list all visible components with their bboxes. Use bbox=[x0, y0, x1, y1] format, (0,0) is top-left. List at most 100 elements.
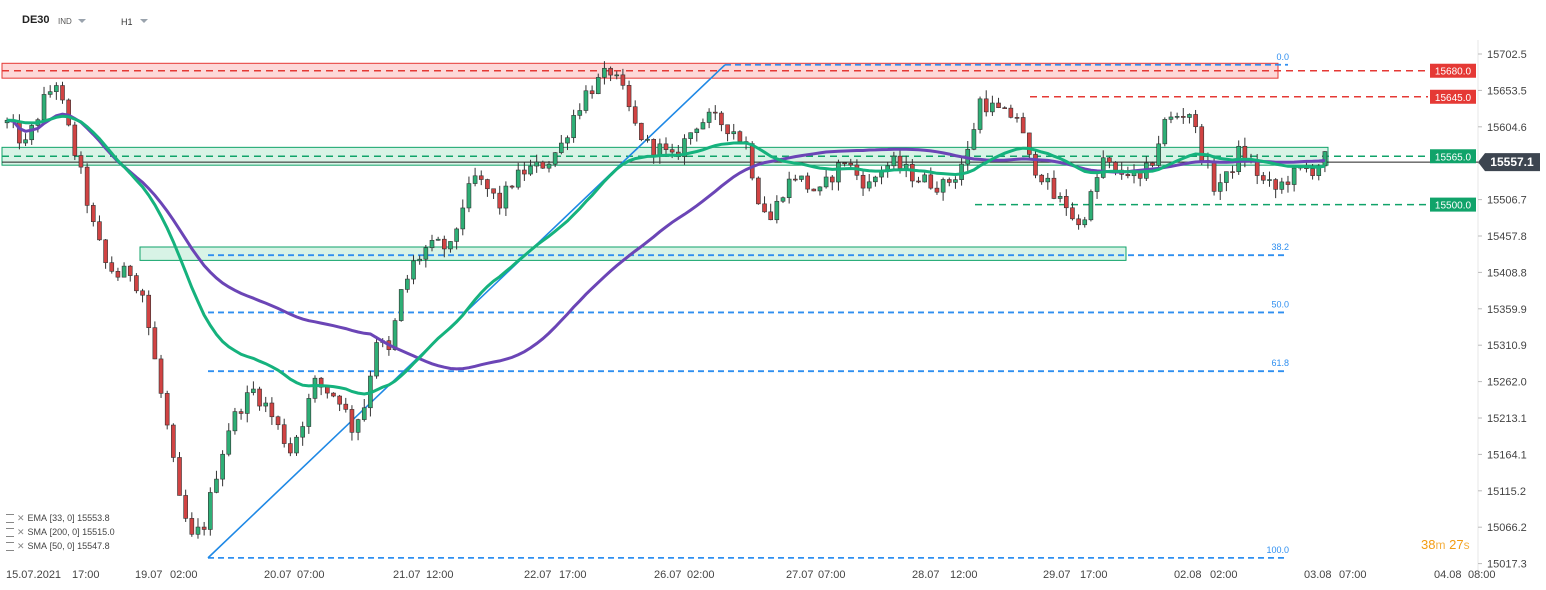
candle-body bbox=[595, 77, 601, 95]
candle-body bbox=[860, 174, 866, 189]
candle-body bbox=[737, 131, 743, 142]
legend-params: [50, 0] bbox=[49, 541, 75, 551]
legend-label: SMA bbox=[27, 541, 48, 551]
x-tick-label: 07:00 bbox=[818, 569, 846, 581]
candle-body bbox=[392, 320, 398, 350]
candle-body bbox=[54, 85, 59, 92]
candle-body bbox=[910, 164, 915, 182]
candle-body bbox=[220, 453, 225, 480]
candle-body bbox=[663, 143, 669, 150]
candle-body bbox=[793, 178, 798, 181]
candle-body bbox=[23, 139, 28, 144]
candle-body bbox=[515, 169, 521, 188]
candle-body bbox=[201, 526, 207, 530]
candle-body bbox=[257, 388, 262, 407]
candle-body bbox=[275, 416, 281, 426]
candle-body bbox=[1113, 162, 1118, 171]
level-labels: 15680.0 15645.0 15565.0 15500.0 15557.1 bbox=[1430, 63, 1540, 212]
list-icon[interactable] bbox=[6, 542, 14, 552]
legend-sma50[interactable]: ✕ SMA [50, 0] 15547.8 bbox=[6, 541, 110, 552]
candle-body bbox=[700, 122, 706, 130]
candle-body bbox=[146, 294, 152, 328]
candle-body bbox=[47, 91, 53, 95]
fib-label: 0.0 bbox=[1276, 52, 1289, 62]
y-tick-label: 15604.6 bbox=[1487, 122, 1527, 134]
candle-body bbox=[552, 152, 558, 165]
candle-body bbox=[811, 188, 817, 192]
list-icon[interactable] bbox=[6, 528, 14, 538]
timer-seconds: 27 bbox=[1449, 537, 1464, 552]
candle-body bbox=[1211, 160, 1217, 192]
y-tick-label: 15653.5 bbox=[1487, 85, 1527, 97]
candle-body bbox=[183, 495, 188, 519]
candle-body bbox=[355, 419, 361, 433]
candle-body bbox=[762, 203, 767, 213]
candle-body bbox=[214, 478, 219, 493]
y-tick-label: 15017.3 bbox=[1487, 559, 1527, 571]
candle-body bbox=[725, 124, 730, 135]
level-badge bbox=[1430, 197, 1476, 212]
candle-body bbox=[1187, 114, 1192, 118]
close-icon[interactable]: ✕ bbox=[17, 527, 25, 537]
candle-body bbox=[306, 398, 312, 427]
close-icon[interactable]: ✕ bbox=[17, 541, 25, 551]
x-tick-label: 26.07 bbox=[654, 569, 682, 581]
candle-body bbox=[1088, 191, 1094, 221]
close-icon[interactable]: ✕ bbox=[17, 513, 25, 523]
candle-body bbox=[244, 392, 250, 414]
candle-body bbox=[823, 176, 829, 188]
list-icon[interactable] bbox=[6, 514, 14, 524]
chevron-down-icon[interactable] bbox=[140, 19, 148, 23]
candle-body bbox=[134, 275, 139, 292]
candle-body bbox=[466, 183, 472, 209]
candle-body bbox=[503, 185, 509, 209]
fib-label: 38.2 bbox=[1271, 242, 1289, 252]
candle-body bbox=[263, 402, 269, 407]
candle-body bbox=[177, 457, 182, 496]
x-tick-label: 27.07 bbox=[786, 569, 814, 581]
candle-body bbox=[799, 175, 804, 180]
candle-countdown: 38m 27s bbox=[1421, 537, 1470, 552]
candle-body bbox=[1076, 218, 1081, 226]
candle-body bbox=[288, 443, 293, 454]
y-tick-label: 15702.5 bbox=[1487, 49, 1527, 61]
candle-body bbox=[682, 138, 687, 157]
timeframe-selector[interactable]: H1 bbox=[121, 17, 133, 27]
candle-body bbox=[103, 239, 108, 263]
candle-body bbox=[226, 430, 232, 455]
candle-body bbox=[768, 211, 773, 221]
chevron-down-icon[interactable] bbox=[78, 19, 86, 23]
symbol-name[interactable]: DE30 bbox=[22, 14, 50, 26]
legend-ema[interactable]: ✕ EMA [33, 0] 15553.8 bbox=[6, 513, 110, 524]
ema-line bbox=[7, 114, 1326, 396]
candle-body bbox=[1261, 175, 1266, 181]
candle-body bbox=[158, 358, 164, 394]
y-tick-label: 15262.0 bbox=[1487, 377, 1527, 389]
y-tick-label: 15164.1 bbox=[1487, 449, 1527, 461]
candle-body bbox=[1070, 207, 1075, 220]
x-tick-label: 17:00 bbox=[1080, 569, 1108, 581]
candle-body bbox=[817, 186, 823, 192]
candle-body bbox=[189, 518, 195, 535]
candle-body bbox=[478, 175, 484, 180]
legend-sma200[interactable]: ✕ SMA [200, 0] 15515.0 bbox=[6, 527, 115, 538]
candle-body bbox=[171, 424, 176, 458]
candle-body bbox=[848, 162, 854, 166]
candle-body bbox=[269, 402, 275, 418]
indicators bbox=[6, 112, 1326, 396]
level-label: 15680.0 bbox=[1435, 67, 1472, 78]
candle-body bbox=[300, 426, 305, 438]
candle-body bbox=[694, 128, 700, 133]
candle-body bbox=[331, 392, 336, 397]
candle-body bbox=[1082, 219, 1088, 226]
candle-body bbox=[90, 205, 96, 222]
candle-body bbox=[121, 265, 127, 278]
x-tick-label: 21.07 bbox=[393, 569, 421, 581]
candle-body bbox=[1033, 154, 1038, 176]
candle-body bbox=[534, 161, 539, 167]
candle-body bbox=[66, 99, 71, 126]
candle-body bbox=[977, 98, 983, 130]
candle-body bbox=[669, 149, 675, 153]
candle-body bbox=[620, 74, 626, 86]
